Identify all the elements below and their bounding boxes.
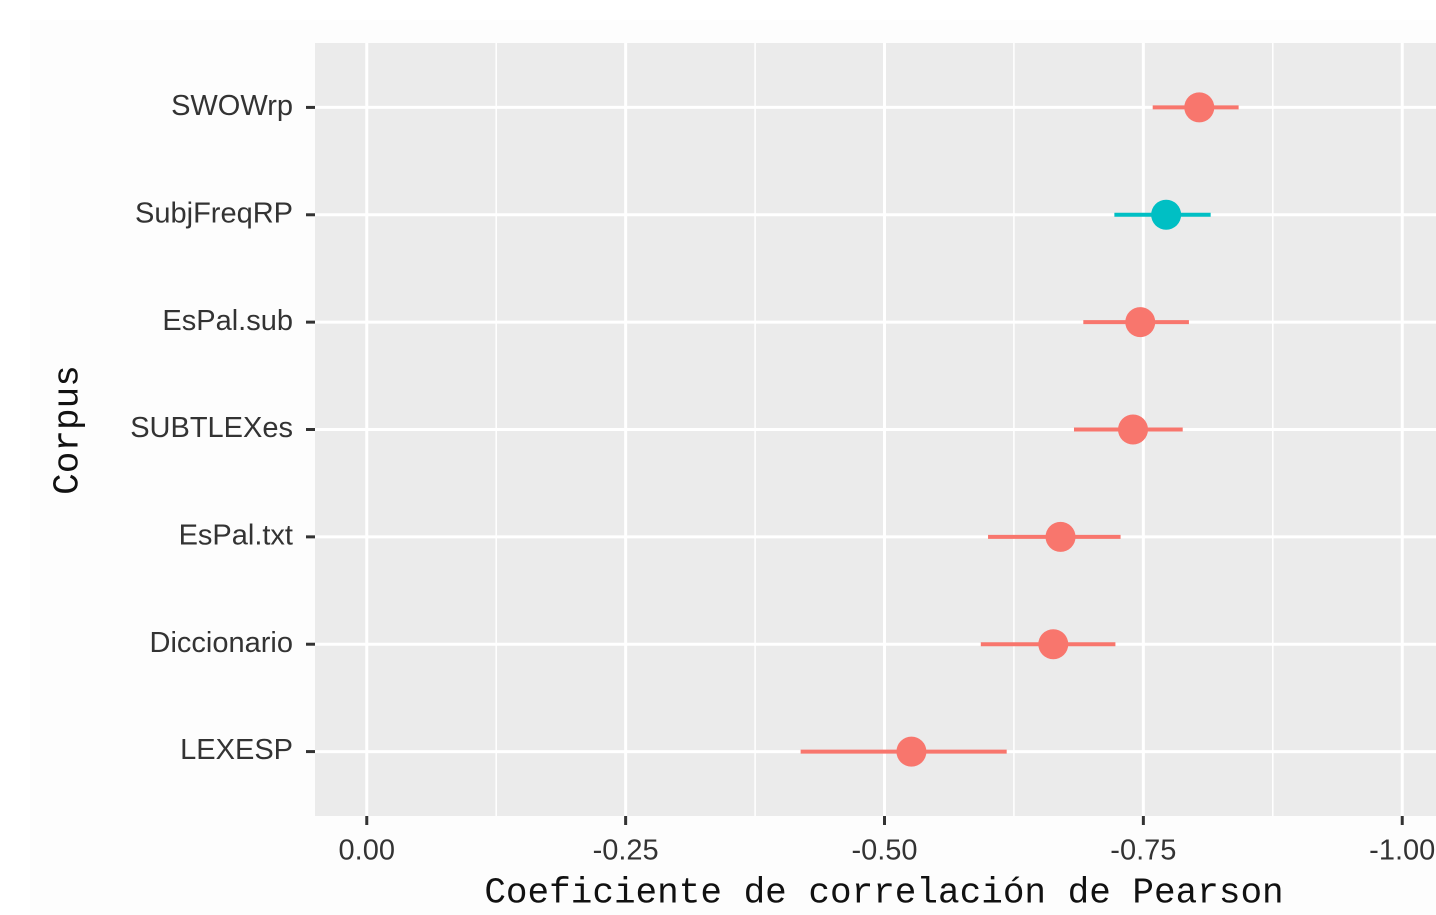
point (1045, 521, 1076, 552)
x-axis-title: Coeficiente de correlación de Pearson (484, 873, 1283, 914)
point (1038, 629, 1069, 660)
point (1125, 307, 1156, 338)
y-tick-label: SWOWrp (171, 90, 293, 122)
x-tick-label: -1.00 (1369, 835, 1435, 867)
point (1151, 199, 1182, 230)
point (1184, 92, 1215, 123)
x-tick-label: -0.75 (1110, 835, 1176, 867)
y-tick-label: Diccionario (150, 627, 293, 659)
y-tick-label: EsPal.sub (162, 305, 293, 337)
y-tick-label: SubjFreqRP (135, 197, 293, 229)
point (1118, 414, 1149, 445)
y-tick-label: LEXESP (180, 734, 293, 766)
y-tick-label: EsPal.txt (179, 520, 293, 552)
x-tick-label: 0.00 (339, 835, 395, 867)
x-tick-label: -0.50 (851, 835, 917, 867)
point (896, 736, 927, 767)
y-axis-title: Corpus (48, 365, 89, 495)
y-tick-label: SUBTLEXes (130, 412, 293, 444)
x-tick-label: -0.25 (593, 835, 659, 867)
